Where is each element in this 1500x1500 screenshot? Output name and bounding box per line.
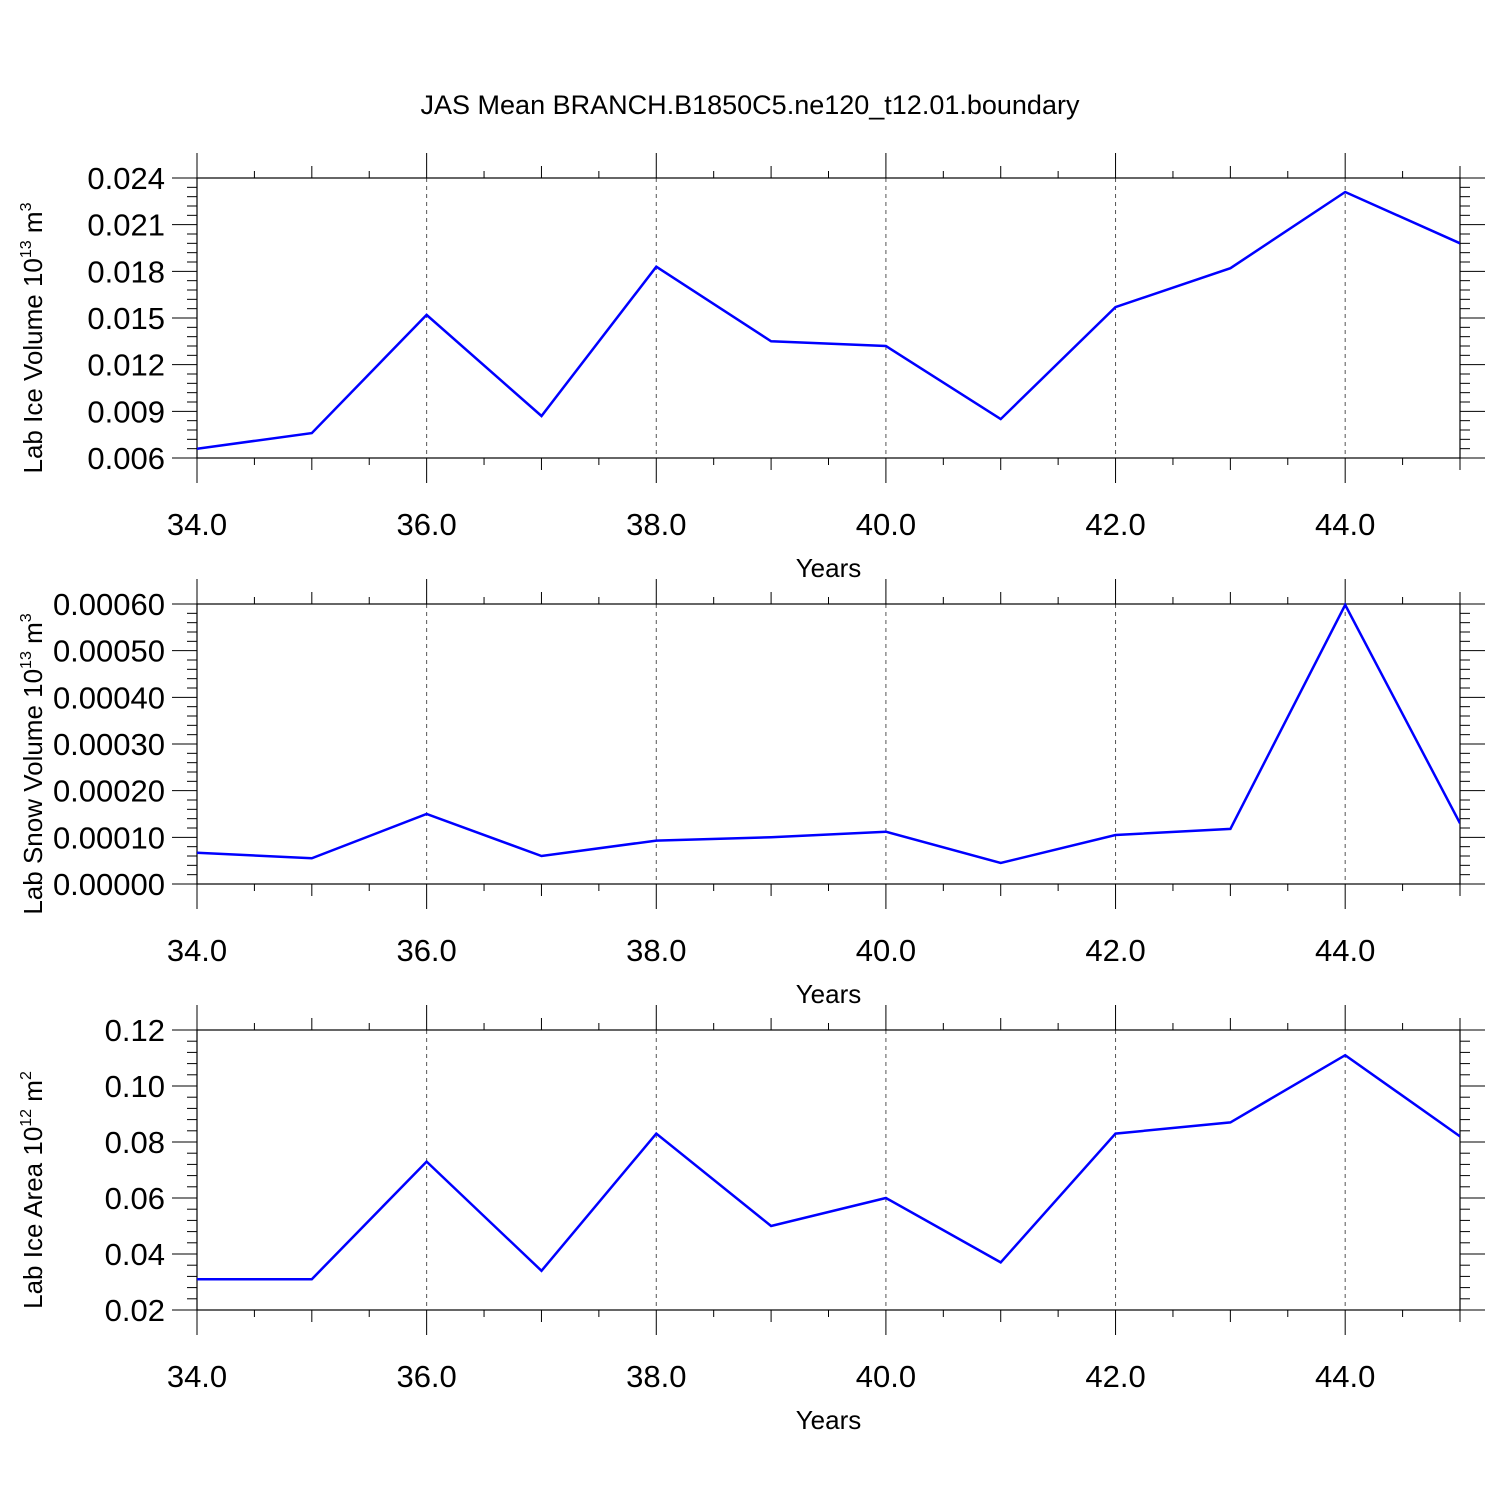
y-tick-label: 0.00010 [53, 820, 165, 855]
y-tick-label: 0.08 [105, 1125, 165, 1160]
panel-ice-volume: 34.0 36.0 38.0 40.0 42.0 44.0 0.006 0.009 0.012 0… [18, 153, 1485, 583]
x-tick-label: 36.0 [396, 1359, 456, 1394]
panel-ice-area: 34.0 36.0 38.0 40.0 42.0 44.0 0.02 0.04 0.06 0.08… [18, 1005, 1485, 1435]
y-tick-label: 0.00000 [53, 867, 165, 902]
x-tick-label: 36.0 [396, 933, 456, 968]
x-tick-label: 40.0 [856, 933, 916, 968]
x-tick-label: 34.0 [167, 1359, 227, 1394]
y-tick-label: 0.015 [87, 301, 165, 336]
x-tick-label: 44.0 [1315, 507, 1375, 542]
x-tick-label: 34.0 [167, 933, 227, 968]
y-tick-label: 0.012 [87, 348, 165, 383]
x-tick-label: 36.0 [396, 507, 456, 542]
y-tick-label: 0.009 [87, 394, 165, 429]
x-tick-label: 40.0 [856, 1359, 916, 1394]
y-axis-label: Lab Ice Volume 1013 m3 [18, 202, 48, 473]
y-tick-label: 0.10 [105, 1069, 165, 1104]
series-line [197, 190, 1460, 450]
x-axis-label: Years [796, 979, 862, 1009]
series-line [197, 602, 1460, 865]
y-tick-label: 0.024 [87, 161, 165, 196]
y-tick-label: 0.00040 [53, 680, 165, 715]
y-tick-label: 0.06 [105, 1181, 165, 1216]
x-tick-label: 42.0 [1085, 933, 1145, 968]
y-tick-label: 0.00020 [53, 774, 165, 809]
y-tick-label: 0.02 [105, 1293, 165, 1328]
panel-snow-volume: 34.0 36.0 38.0 40.0 42.0 44.0 0.00000 0.00010 0.… [18, 579, 1485, 1009]
plot-frame [196, 1029, 1461, 1311]
x-tick-label: 42.0 [1085, 507, 1145, 542]
x-tick-label: 44.0 [1315, 1359, 1375, 1394]
y-tick-label: 0.04 [105, 1237, 165, 1272]
y-tick-label: 0.12 [105, 1013, 165, 1048]
x-tick-label: 44.0 [1315, 933, 1375, 968]
plot-frame [196, 177, 1461, 459]
y-axis-label: Lab Ice Area 1012 m2 [18, 1071, 48, 1309]
x-axis-label: Years [796, 1405, 862, 1435]
y-tick-label: 0.00050 [53, 634, 165, 669]
plot-frame [196, 603, 1461, 885]
x-tick-label: 40.0 [856, 507, 916, 542]
x-tick-label: 38.0 [626, 1359, 686, 1394]
y-tick-label: 0.018 [87, 254, 165, 289]
x-axis-label: Years [796, 553, 862, 583]
y-tick-label: 0.00060 [53, 587, 165, 622]
x-tick-label: 38.0 [626, 507, 686, 542]
panels: 34.0 36.0 38.0 40.0 42.0 44.0 0.006 0.009 0.012 0… [18, 153, 1485, 1435]
x-tick-label: 38.0 [626, 933, 686, 968]
x-tick-label: 42.0 [1085, 1359, 1145, 1394]
y-tick-label: 0.006 [87, 441, 165, 476]
y-tick-label: 0.021 [87, 208, 165, 243]
figure-title: JAS Mean BRANCH.B1850C5.ne120_t12.01.bou… [421, 90, 1080, 120]
x-tick-label: 34.0 [167, 507, 227, 542]
series-line [197, 1053, 1460, 1281]
y-axis-label: Lab Snow Volume 1013 m3 [18, 613, 48, 914]
y-tick-label: 0.00030 [53, 727, 165, 762]
